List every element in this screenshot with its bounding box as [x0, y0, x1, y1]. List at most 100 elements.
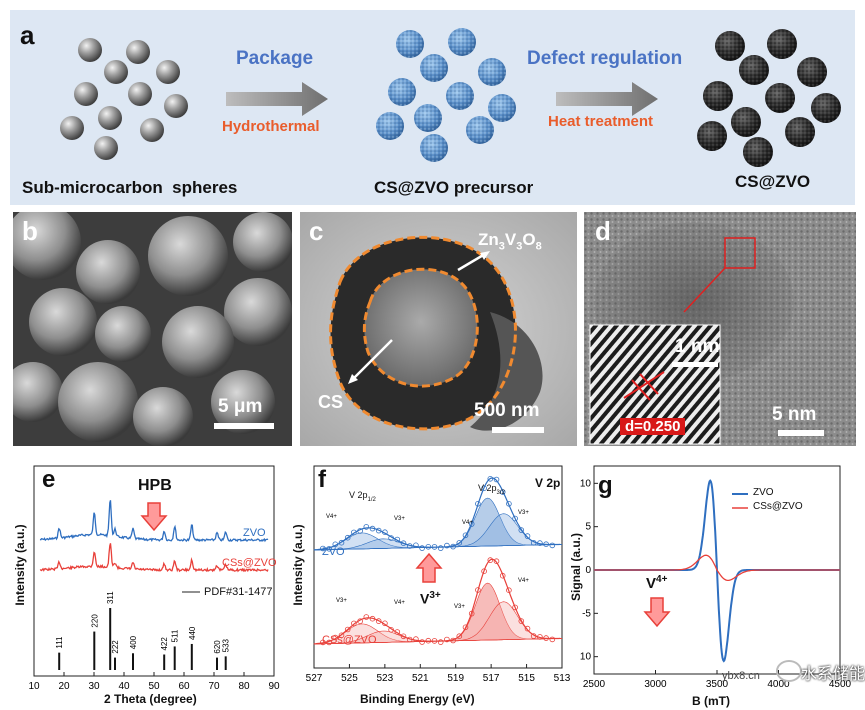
xps-title: V 2p — [535, 476, 561, 490]
xps-data-point — [518, 618, 525, 624]
panel-c-scalebar — [492, 427, 544, 433]
epr-annotation-sup: 4+ — [656, 574, 668, 585]
caption-carbon-spheres: Sub-microcarbon spheres — [22, 178, 238, 197]
epr-annotation-main: V — [646, 575, 657, 592]
panel-f-label: f — [318, 466, 326, 493]
xps-data-point — [468, 610, 475, 617]
xrd-xtick-label: 20 — [58, 681, 70, 692]
watermark-text: 水系储能 — [801, 664, 865, 683]
panel-d-label: d — [595, 216, 611, 246]
xps-xtick-label: 517 — [483, 673, 500, 684]
epr-xlabel: B (mT) — [692, 694, 730, 708]
shell-v-sub: 3 — [516, 240, 523, 253]
xps-data-point — [537, 540, 543, 546]
xrd-xtick-label: 10 — [28, 681, 40, 692]
caption-precursor: CS@ZVO precursor — [374, 178, 534, 197]
xps-data-point — [487, 475, 494, 482]
xps-data-point — [537, 634, 543, 640]
xps-data-point — [450, 637, 456, 644]
xrd-xtick-label: 30 — [88, 681, 100, 692]
xps-data-point — [456, 633, 463, 640]
xrd-hkl-label: 620 — [213, 640, 222, 654]
panel-g-label: g — [598, 472, 613, 499]
xps-data-point — [431, 638, 438, 644]
xrd-xtick-label: 60 — [178, 681, 190, 692]
xps-state-label: V3+ — [454, 604, 465, 610]
xps-data-point — [506, 500, 512, 507]
d-spacing-label: d=0.250 — [620, 418, 686, 435]
xrd-xtick-label: 90 — [268, 681, 280, 692]
hpb-label: HPB — [138, 477, 172, 494]
xps-legend-cszvo: CSs@ZVO — [322, 634, 377, 646]
xps-chart: 527 525 523 521 519 517 515 513 V4+ V3+V4+V3+V3+… — [306, 465, 571, 684]
xps-mid-sup: 3+ — [429, 590, 441, 601]
panel-b-scalebar — [214, 423, 274, 429]
xps-data-point — [413, 636, 419, 642]
xps-data-point — [543, 635, 549, 641]
xps-ylabel: Intensity (a.u.) — [291, 524, 305, 606]
xps-data-point — [326, 546, 332, 552]
xps-data-point — [462, 532, 469, 539]
panel-a-label: a — [20, 20, 35, 50]
xps-data-point — [444, 636, 450, 643]
xps-data-point — [338, 632, 345, 639]
xps-data-point — [369, 615, 376, 622]
xps-data-point — [524, 533, 531, 539]
cszvo-spheres — [697, 29, 841, 167]
shell-v: V — [504, 230, 517, 249]
xrd-ref-legend: PDF#31-1477 — [204, 586, 273, 598]
epr-xtick-label: 4500 — [829, 679, 852, 690]
xps-data-point — [462, 624, 469, 631]
v3-arrow — [415, 552, 443, 583]
caption-cszvo: CS@ZVO — [735, 172, 811, 191]
xps-state-label: V4+ — [394, 600, 405, 606]
shell-zn: Zn — [478, 230, 499, 249]
xps-xlabel: Binding Energy (eV) — [360, 692, 475, 706]
xps-data-point — [512, 604, 518, 611]
xrd-hkl-label: 220 — [90, 614, 99, 628]
xps-data-point — [506, 587, 512, 594]
xps-data-point — [375, 618, 382, 624]
epr-ytick-label: 0 — [585, 565, 591, 576]
xps-data-point — [320, 545, 326, 552]
epr-xtick-label: 3000 — [644, 679, 667, 690]
epr-ytick-label: -10 — [580, 652, 591, 663]
xps-data-point — [400, 540, 407, 546]
xps-state-label: V4+ — [326, 514, 337, 520]
shell-o-sub: 8 — [535, 240, 542, 253]
watermark-logo-icon — [776, 660, 802, 682]
shell-zn-sub: 3 — [498, 240, 505, 253]
xps-data-point — [375, 527, 382, 534]
xps-data-point — [382, 620, 388, 627]
xps-legend-zvo: ZVO — [322, 546, 345, 558]
xps-data-point — [413, 542, 419, 549]
epr-annotation: V4+ — [646, 574, 667, 592]
panel-c-scale-text: 500 nm — [474, 400, 540, 421]
xps-xtick-label: 521 — [412, 673, 429, 684]
xps-data-point — [530, 540, 537, 546]
xps-data-point — [437, 545, 444, 551]
panel-a-graphic — [60, 28, 841, 167]
xps-state-label: V3+ — [518, 510, 529, 516]
xrd-hkl-label: 422 — [160, 637, 169, 651]
xps-data-point — [475, 500, 481, 507]
xrd-xtick-label: 40 — [118, 681, 130, 692]
xps-state-label: V3+ — [394, 516, 405, 522]
xrd-legend-cszvo: CSs@ZVO — [222, 557, 277, 569]
epr-legend-zvo: ZVO — [753, 487, 774, 498]
xps-data-point — [369, 525, 376, 532]
arrow-2 — [556, 82, 658, 116]
xps-data-point — [493, 476, 500, 483]
xps-data-point — [425, 544, 432, 550]
xrd-hkl-label: 440 — [188, 626, 197, 640]
sem-image — [13, 212, 292, 446]
xps-data-point — [499, 489, 506, 495]
xps-data-point — [351, 529, 357, 536]
arrow-1 — [226, 82, 328, 116]
step1-bottom-label: Hydrothermal — [222, 118, 320, 135]
epr-xtick-label: 4000 — [767, 679, 790, 690]
epr-xtick-label: 3500 — [706, 679, 729, 690]
epr-legend-cszvo: CSs@ZVO — [753, 501, 803, 512]
xps-data-point — [549, 636, 556, 643]
xps-data-point — [530, 633, 537, 639]
